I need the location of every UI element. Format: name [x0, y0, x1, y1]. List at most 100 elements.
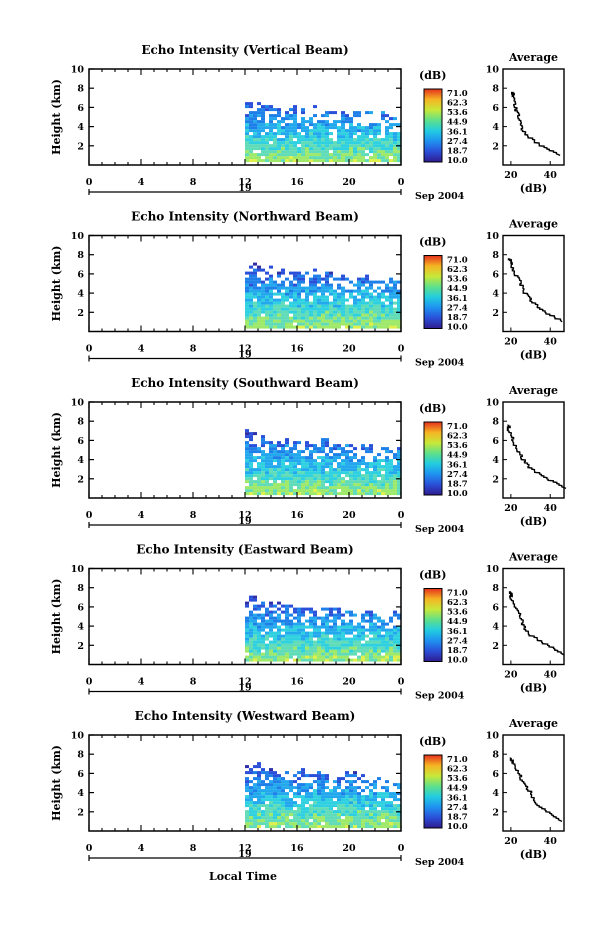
heatmap-cell [385, 631, 389, 635]
heatmap-cell [341, 144, 345, 148]
heatmap-cell [353, 625, 357, 629]
heatmap-cell [349, 792, 353, 796]
heatmap-cell [341, 114, 345, 118]
heatmap-cell [333, 304, 337, 308]
heatmap-cell [249, 310, 253, 314]
heatmap-cell [253, 619, 257, 623]
heatmap-cell [277, 456, 281, 460]
heatmap-cell [369, 132, 373, 136]
heatmap-cell [361, 813, 365, 817]
heatmap-cell [273, 319, 277, 323]
heatmap-cell [261, 658, 265, 662]
heatmap-cell [357, 819, 361, 823]
heatmap-cell [245, 655, 249, 659]
profile-x-tick-label: 20 [504, 337, 518, 348]
heatmap-cell [245, 138, 249, 142]
heatmap-cell [317, 789, 321, 793]
colorbar-label: 53.6 [447, 275, 468, 285]
heatmap-cell [381, 301, 385, 305]
heatmap-cell [373, 456, 377, 460]
heatmap-cell [357, 289, 361, 293]
profile-frame [502, 68, 565, 166]
heatmap-cell [269, 283, 273, 287]
heatmap-cell [341, 807, 345, 811]
heatmap-cell [305, 607, 309, 611]
x-tick-label: 8 [190, 843, 197, 854]
heatmap-cell [373, 141, 377, 145]
heatmap-cell [313, 310, 317, 314]
heatmap-cell [353, 295, 357, 299]
heatmap-cell [389, 486, 393, 490]
heatmap-cell [317, 804, 321, 808]
heatmap-cell [297, 459, 301, 463]
heatmap-cell [265, 295, 269, 299]
heatmap-cell [277, 441, 281, 445]
heatmap-cell [269, 474, 273, 478]
heatmap-cell [289, 619, 293, 623]
heatmap-cell [365, 129, 369, 133]
heatmap-cell [393, 468, 397, 472]
heatmap-cell [369, 159, 373, 163]
heatmap-cell [365, 798, 369, 802]
heatmap-cell [361, 804, 365, 808]
heatmap-cell [249, 456, 253, 460]
heatmap-cell [321, 295, 325, 299]
heatmap-cell [269, 132, 273, 136]
heatmap-cell [253, 604, 257, 608]
heatmap-cell [357, 492, 361, 496]
heatmap-cell [337, 777, 341, 781]
heatmap-cell [281, 628, 285, 632]
heatmap-cell [253, 268, 257, 272]
heatmap-cell [281, 471, 285, 475]
heatmap-cell [285, 304, 289, 308]
heatmap-cell [293, 465, 297, 469]
heatmap-cell [373, 156, 377, 160]
heatmap-cell [357, 798, 361, 802]
heatmap-cell [317, 298, 321, 302]
heatmap-cell [321, 489, 325, 493]
heatmap-cell [313, 483, 317, 487]
heatmap-cell [369, 646, 373, 650]
y-tick-label: 8 [77, 84, 84, 95]
heatmap-cell [385, 319, 389, 323]
heatmap-cell [285, 135, 289, 139]
heatmap-cell [257, 807, 261, 811]
heatmap-cell [301, 813, 305, 817]
heatmap-cell [321, 804, 325, 808]
heatmap-cell [245, 468, 249, 472]
heatmap-cell [301, 298, 305, 302]
heatmap-cell [293, 456, 297, 460]
heatmap-cell [269, 631, 273, 635]
heatmap-cell [273, 777, 277, 781]
chart-panel-4: Echo Intensity (Eastward Beam)246810Heig… [50, 543, 565, 702]
heatmap-cell [293, 292, 297, 296]
heatmap-cell [265, 271, 269, 275]
heatmap-cell [385, 477, 389, 481]
heatmap-cell [373, 144, 377, 148]
heatmap-cell [277, 489, 281, 493]
heatmap-cell [389, 138, 393, 142]
heatmap-cell [285, 480, 289, 484]
heatmap-cell [301, 768, 305, 772]
heatmap-cell [245, 459, 249, 463]
heatmap-cell [285, 822, 289, 826]
heatmap-cell [273, 649, 277, 653]
heatmap-cell [361, 144, 365, 148]
heatmap-cell [373, 631, 377, 635]
heatmap-cell [321, 310, 325, 314]
heatmap-cell [397, 453, 401, 457]
heatmap-cell [269, 304, 273, 308]
heatmap-cell [253, 271, 257, 275]
heatmap-cell [365, 786, 369, 790]
heatmap-cell [381, 153, 385, 157]
heatmap-cell [313, 807, 317, 811]
heatmap-cell [245, 780, 249, 784]
heatmap-cell [257, 120, 261, 124]
heatmap-cell [285, 474, 289, 478]
heatmap-cell [297, 150, 301, 154]
heatmap-cell [253, 459, 257, 463]
heatmap-cell [273, 474, 277, 478]
heatmap-cell [269, 471, 273, 475]
heatmap-cell [393, 159, 397, 163]
heatmap-cell [301, 465, 305, 469]
